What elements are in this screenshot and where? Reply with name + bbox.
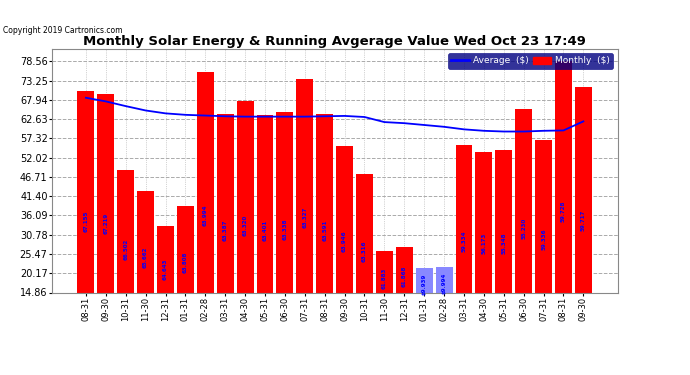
Text: 63.316: 63.316 <box>362 240 367 262</box>
Text: 63.808: 63.808 <box>183 251 188 273</box>
Text: 63.591: 63.591 <box>322 219 327 241</box>
Text: 55.230: 55.230 <box>521 217 526 239</box>
Bar <box>575 87 592 346</box>
Text: 63.327: 63.327 <box>302 207 307 228</box>
Bar <box>356 174 373 346</box>
Bar <box>475 152 493 346</box>
Text: $9.939: $9.939 <box>422 273 426 295</box>
Bar <box>416 268 433 346</box>
Bar <box>117 170 134 346</box>
Bar <box>555 61 572 346</box>
Text: 61.883: 61.883 <box>382 267 387 289</box>
Bar <box>77 90 95 346</box>
Bar <box>97 94 115 346</box>
Text: Copyright 2019 Cartronics.com: Copyright 2019 Cartronics.com <box>3 26 123 35</box>
Title: Monthly Solar Energy & Running Avgerage Value Wed Oct 23 17:49: Monthly Solar Energy & Running Avgerage … <box>83 34 586 48</box>
Text: 67.155: 67.155 <box>83 211 88 232</box>
Bar <box>197 72 214 347</box>
Bar <box>277 112 293 346</box>
Bar <box>435 267 453 346</box>
Text: 55.348: 55.348 <box>501 232 506 254</box>
Bar <box>177 206 194 346</box>
Text: 63.320: 63.320 <box>243 215 248 236</box>
Bar <box>336 146 353 346</box>
Bar <box>157 226 174 346</box>
Text: 63.338: 63.338 <box>282 219 288 240</box>
Text: 59.717: 59.717 <box>581 210 586 231</box>
Text: 63.387: 63.387 <box>223 219 228 241</box>
Text: 59.334: 59.334 <box>462 230 466 252</box>
Text: 66.502: 66.502 <box>124 239 128 260</box>
Bar <box>316 114 333 346</box>
Bar <box>376 251 393 346</box>
Text: 65.662: 65.662 <box>143 246 148 268</box>
Bar <box>217 114 234 346</box>
Bar <box>296 78 313 347</box>
Bar <box>495 150 512 346</box>
Legend: Average  ($), Monthly  ($): Average ($), Monthly ($) <box>448 53 613 69</box>
Text: 64.643: 64.643 <box>163 258 168 280</box>
Text: 61.868: 61.868 <box>402 266 407 287</box>
Text: $9.994: $9.994 <box>442 273 446 294</box>
Bar <box>237 101 253 346</box>
Text: 67.219: 67.219 <box>104 213 108 234</box>
Bar <box>257 115 273 346</box>
Bar <box>137 191 154 346</box>
Bar <box>515 109 532 347</box>
Text: 63.994: 63.994 <box>203 205 208 226</box>
Text: 59.336: 59.336 <box>541 228 546 250</box>
Text: 63.401: 63.401 <box>262 220 268 241</box>
Text: 63.946: 63.946 <box>342 231 347 252</box>
Bar <box>455 145 473 346</box>
Text: 59.728: 59.728 <box>561 201 566 222</box>
Bar <box>396 247 413 346</box>
Text: 56.173: 56.173 <box>482 233 486 254</box>
Bar <box>535 140 552 346</box>
